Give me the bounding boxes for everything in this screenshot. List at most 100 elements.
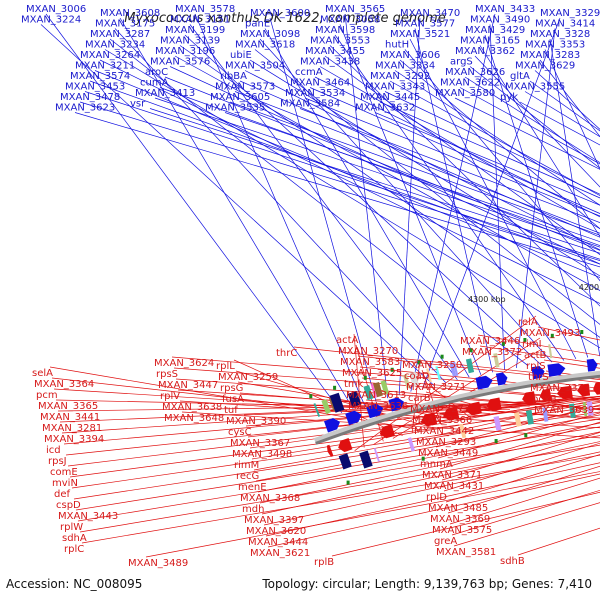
forward-callout-line [99,59,600,304]
reverse-gene-label: MXAN_3443 [58,511,118,522]
reverse-gene-label: sdhB [500,556,525,567]
forward-callout-line [484,34,589,358]
reverse-gene-label: MXAN_3446 [460,336,520,347]
reverse-gene-label: actB [524,350,547,361]
forward-callout-line [259,38,553,363]
reverse-gene-label: MXAN_3281 [42,423,102,434]
forward-gene-label: MXAN_3283 [520,50,580,61]
forward-callout-line [324,55,600,256]
forward-gene-label: MXAN_3165 [460,36,520,47]
genome-backbone [315,374,600,445]
reverse-gene-label: rpsJ [48,456,67,467]
reverse-gene-label: greA [434,536,457,547]
genome-summary-text: Topology: circular; Length: 9,139,763 bp… [261,577,592,591]
reverse-callout-line [449,477,600,525]
forward-gene-label: MXAN_3578 [175,4,235,15]
reverse-callout-line [435,404,600,448]
reverse-gene-label: MXAN_3368 [240,493,300,504]
reverse-gene-label: rplB [314,557,334,568]
reverse-gene-label: cysC [228,427,252,438]
forward-gene-label: argS [450,57,473,68]
forward-callout-line [489,24,505,371]
forward-callout-line [159,87,600,247]
forward-gene-label: MXAN_3521 [390,29,450,40]
reverse-callout-line [57,404,540,412]
forward-gene-label: MXAN_3629 [515,61,575,72]
forward-gene-label: panE [245,19,270,30]
forward-gene-label: ubiE [230,50,252,61]
forward-gene-label: MXAN_3328 [530,29,590,40]
reverse-gene-label: MXAN_3489 [128,558,188,569]
tick-mark-inner [421,456,425,461]
feature-band [321,399,331,415]
reverse-callout-line [177,389,600,419]
forward-callout-line [422,17,561,389]
tick-mark-outer [469,348,473,353]
forward-callout-line [544,49,600,170]
forward-gene-arrow [324,418,340,433]
reverse-gene-label: MXAN_3250 [402,360,462,371]
reverse-gene-label: MXAN_3293 [416,437,476,448]
forward-gene-label: MXAN_3534 [285,88,345,99]
forward-gene-label: MXAN_3413 [135,88,195,99]
forward-gene-label: MXAN_3606 [380,50,440,61]
reverse-gene-label: thrC [276,348,297,359]
reverse-gene-label: MXAN_3397 [244,515,304,526]
reverse-callout-line [477,334,600,356]
forward-callout-line [179,45,600,338]
reverse-gene-label: MXAN_3636 [348,401,408,412]
reverse-callout-line [365,399,600,421]
reverse-callout-line [453,502,600,547]
feature-band [582,402,588,417]
reverse-gene-label: MXAN_3367 [230,438,290,449]
feature-band [373,448,380,462]
forward-callout-line [529,80,600,132]
forward-gene-arrow [388,397,404,412]
reverse-callout-line [479,345,600,365]
reverse-gene-label: rplS [526,361,546,372]
reverse-gene-arrow [379,424,395,439]
forward-gene-label: MXAN_3455 [305,46,365,57]
reverse-gene-label: MXAN_3366 [412,415,472,426]
forward-gene-label: MXAN_3414 [535,19,595,30]
forward-gene-label: MXAN_3464 [290,78,350,89]
forward-callout-line [479,45,600,238]
feature-band [525,409,534,425]
forward-gene-label: MXAN_3429 [465,25,525,36]
reverse-gene-label: MXAN_3621 [250,548,310,559]
tick-mark-inner [494,439,498,443]
reverse-gene-label: tmk [344,379,364,390]
reverse-gene-label: rplC [64,544,84,555]
forward-gene-label: MXAN_3555 [505,82,565,93]
feature-band [542,407,549,422]
reverse-gene-label: cspD [56,500,81,511]
forward-callout-line [459,87,600,165]
forward-callout-line [164,76,600,251]
reverse-gene-label: MXAN_3444 [248,537,308,548]
reverse-gene-label: def [54,489,71,500]
feature-band [380,380,390,395]
forward-gene-label: MXAN_3504 [225,61,285,72]
feature-band [453,361,459,376]
forward-gene-label: MXAN_3490 [470,15,530,26]
forward-gene-label: MXAN_3553 [310,36,370,47]
reverse-gene-arrow [420,412,438,427]
forward-gene-label: MXAN_3626 [445,67,505,78]
reverse-callout-line [517,527,600,556]
forward-gene-label: MXAN_3151 [170,15,230,26]
forward-callout-line [89,80,600,265]
forward-gene-label: MXAN_3287 [90,29,150,40]
forward-callout-line [149,108,600,254]
reverse-gene-label: MXAN_3498 [232,449,292,460]
gene-labels: MXAN_3006 MXAN_3608 MXAN_3578 MXAN_3600 MXAN… [21,4,600,569]
feature-band [373,382,383,398]
kbp-tick-label: 4200 kbp [579,283,600,292]
forward-callout-line [154,97,600,248]
reverse-gene-label: mnmA [420,459,453,470]
forward-gene-label: ccmA [295,67,323,78]
tick-mark-outer [390,367,394,372]
forward-callout-line [398,17,421,395]
forward-gene-label: MXAN_3224 [21,15,81,26]
reverse-gene-label: MXAN_3270 [338,346,398,357]
forward-callout-line [114,28,446,383]
